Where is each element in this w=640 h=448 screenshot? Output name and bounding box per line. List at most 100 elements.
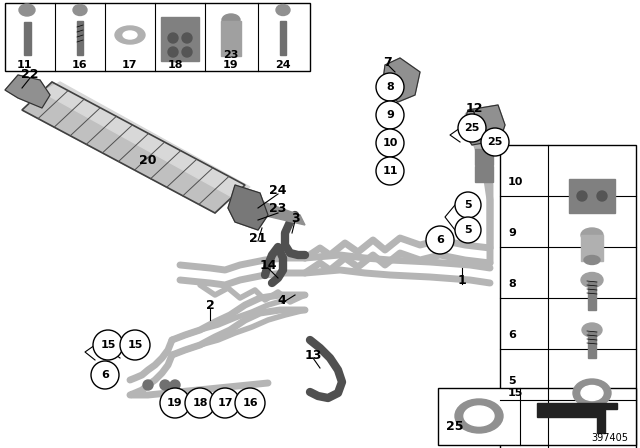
Circle shape — [160, 380, 170, 390]
Circle shape — [160, 388, 190, 418]
Text: 25: 25 — [464, 123, 480, 133]
Polygon shape — [22, 82, 245, 213]
Text: 6: 6 — [101, 370, 109, 380]
Text: 5: 5 — [464, 225, 472, 235]
Circle shape — [182, 33, 192, 43]
Text: 25: 25 — [446, 419, 463, 432]
Ellipse shape — [581, 385, 603, 401]
Text: 13: 13 — [304, 349, 322, 362]
Text: 15: 15 — [100, 340, 116, 350]
Text: 21: 21 — [249, 232, 267, 245]
Text: 2: 2 — [205, 298, 214, 311]
Circle shape — [143, 380, 153, 390]
Text: 6: 6 — [436, 235, 444, 245]
Ellipse shape — [581, 228, 603, 242]
Text: 22: 22 — [21, 68, 39, 81]
Polygon shape — [382, 58, 420, 102]
Text: 4: 4 — [278, 293, 286, 306]
Text: 6: 6 — [508, 330, 516, 340]
Bar — [77, 21, 83, 55]
Text: 18: 18 — [168, 60, 184, 70]
Bar — [438, 388, 636, 445]
FancyBboxPatch shape — [569, 179, 615, 213]
Circle shape — [597, 191, 607, 201]
Circle shape — [210, 388, 240, 418]
Ellipse shape — [115, 26, 145, 44]
Polygon shape — [258, 200, 305, 225]
Text: 9: 9 — [508, 228, 516, 238]
Circle shape — [182, 47, 192, 57]
FancyBboxPatch shape — [221, 21, 241, 56]
Circle shape — [235, 388, 265, 418]
Circle shape — [168, 33, 178, 43]
Bar — [588, 282, 596, 310]
Ellipse shape — [573, 379, 611, 407]
Text: 24: 24 — [275, 60, 291, 70]
Ellipse shape — [455, 399, 503, 433]
Text: 19: 19 — [223, 60, 239, 70]
Circle shape — [426, 226, 454, 254]
FancyBboxPatch shape — [475, 149, 493, 165]
Text: 10: 10 — [382, 138, 397, 148]
Circle shape — [376, 73, 404, 101]
Text: 9: 9 — [386, 110, 394, 120]
Text: 11: 11 — [17, 60, 33, 70]
Circle shape — [376, 129, 404, 157]
Text: 17: 17 — [122, 60, 138, 70]
Polygon shape — [42, 82, 250, 197]
Text: 16: 16 — [242, 398, 258, 408]
Text: 5
15: 5 15 — [508, 376, 524, 398]
Text: 1: 1 — [458, 273, 467, 287]
Bar — [24, 22, 31, 55]
Ellipse shape — [464, 406, 494, 426]
Ellipse shape — [73, 4, 87, 16]
Polygon shape — [537, 403, 617, 433]
Text: 23: 23 — [223, 50, 238, 60]
Text: 24: 24 — [269, 184, 287, 197]
Ellipse shape — [222, 14, 240, 26]
Circle shape — [91, 361, 119, 389]
Text: 18: 18 — [192, 398, 208, 408]
Text: 20: 20 — [140, 154, 157, 167]
Ellipse shape — [581, 272, 603, 288]
Text: 3: 3 — [291, 211, 300, 224]
Text: 8: 8 — [386, 82, 394, 92]
Circle shape — [376, 101, 404, 129]
Text: 14: 14 — [259, 258, 276, 271]
Ellipse shape — [584, 255, 600, 264]
Circle shape — [376, 157, 404, 185]
Circle shape — [455, 192, 481, 218]
Text: 15: 15 — [127, 340, 143, 350]
Circle shape — [185, 388, 215, 418]
Polygon shape — [228, 185, 268, 230]
Circle shape — [455, 217, 481, 243]
Text: 12: 12 — [465, 102, 483, 115]
Bar — [588, 332, 596, 358]
Text: 5: 5 — [464, 200, 472, 210]
Text: 7: 7 — [383, 56, 392, 69]
Text: 16: 16 — [72, 60, 88, 70]
Polygon shape — [462, 105, 505, 145]
Text: 10: 10 — [508, 177, 524, 187]
Ellipse shape — [276, 4, 290, 16]
Circle shape — [168, 47, 178, 57]
Ellipse shape — [123, 31, 137, 39]
Circle shape — [458, 114, 486, 142]
Text: 23: 23 — [269, 202, 287, 215]
Polygon shape — [5, 75, 50, 108]
Text: 19: 19 — [167, 398, 183, 408]
Ellipse shape — [19, 4, 35, 16]
Text: 17: 17 — [217, 398, 233, 408]
Circle shape — [170, 380, 180, 390]
Circle shape — [577, 191, 587, 201]
FancyBboxPatch shape — [581, 235, 603, 261]
Circle shape — [93, 330, 123, 360]
FancyBboxPatch shape — [475, 166, 493, 182]
Text: 397405: 397405 — [591, 433, 628, 443]
Text: 8: 8 — [508, 279, 516, 289]
Bar — [280, 21, 286, 55]
FancyBboxPatch shape — [161, 17, 199, 61]
Circle shape — [481, 128, 509, 156]
Text: 11: 11 — [382, 166, 397, 176]
Ellipse shape — [582, 323, 602, 337]
